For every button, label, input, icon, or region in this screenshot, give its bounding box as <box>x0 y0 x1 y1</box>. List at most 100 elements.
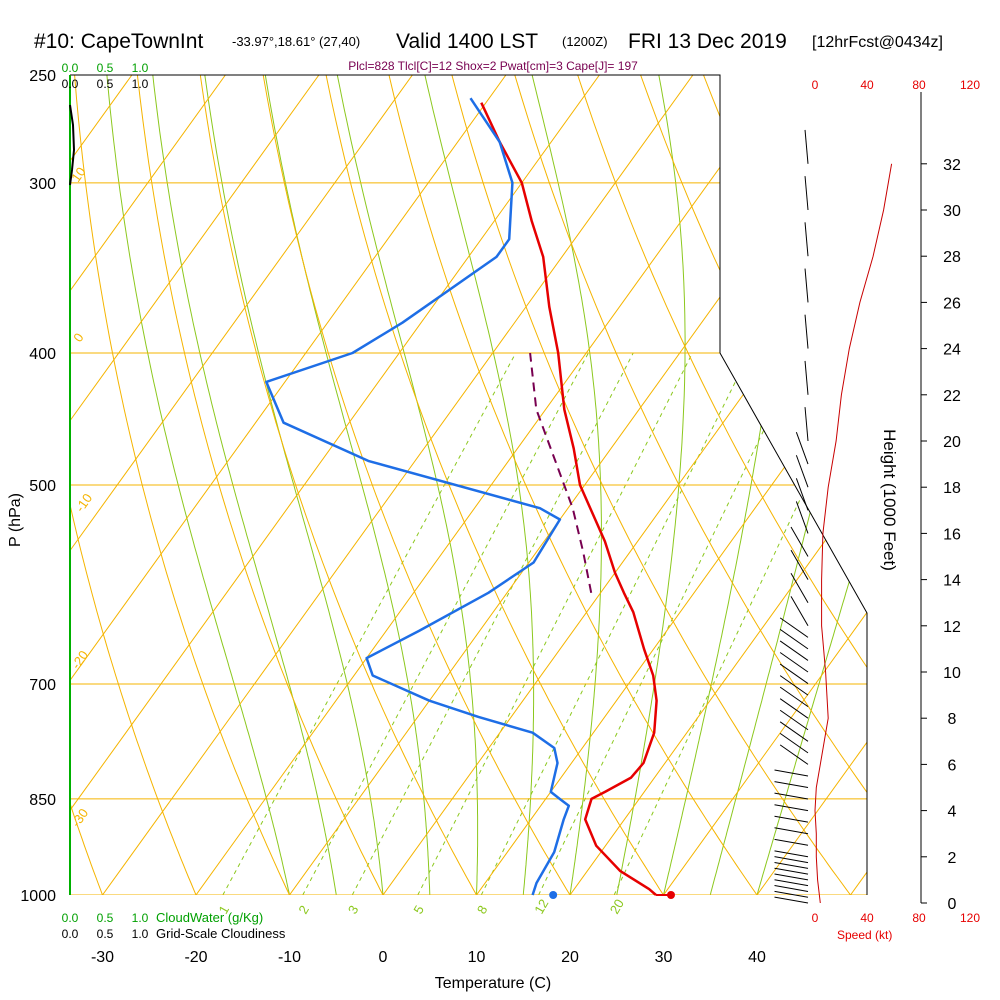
dry-adiabat <box>199 75 477 895</box>
wind-barb <box>804 407 809 442</box>
bottom-scales: 0.0 0.5 1.0 0.0 0.5 1.0 0 40 80 120 <box>62 911 981 941</box>
pressure-tick-label: 250 <box>29 68 56 85</box>
height-tick-label: 4 <box>948 804 957 821</box>
moist-adiabat <box>756 519 867 895</box>
dry-adiabat <box>0 51 9 895</box>
wind-barb <box>790 549 809 580</box>
isotherm <box>70 75 507 682</box>
dry-adiabat <box>451 75 851 895</box>
adiabat-label: 10 <box>68 164 89 184</box>
surface-dewpoint-point <box>549 891 558 899</box>
wind-barb <box>779 617 809 638</box>
surface-temperature-point <box>666 891 675 899</box>
isotherm <box>756 741 867 895</box>
x-tick-label: -30 <box>91 949 114 966</box>
bottom-speed-tick: 0 <box>812 911 819 925</box>
isotherm <box>663 611 867 895</box>
wind-barb <box>774 827 809 835</box>
wind-barb <box>774 850 809 858</box>
station-title: #10: CapeTownInt <box>34 30 203 53</box>
bottom-cloudiness-tick: 0.0 <box>62 927 79 941</box>
isotherm <box>70 75 600 812</box>
isotherm <box>850 871 867 895</box>
x-tick-label: 30 <box>655 949 673 966</box>
isotherm <box>102 75 694 895</box>
height-tick-label: 22 <box>943 388 961 405</box>
isotherm <box>70 75 320 422</box>
moist-adiabat <box>106 75 290 895</box>
mixing-ratio-line <box>417 352 693 895</box>
temperature-line <box>480 102 658 896</box>
x-tick-label: 40 <box>748 949 766 966</box>
zulu-time: (1200Z) <box>562 34 608 49</box>
top-cloudiness-tick: 0.0 <box>62 77 79 91</box>
wind-barb <box>795 431 809 465</box>
adiabat-label: -10 <box>72 491 95 515</box>
height-tick-label: 16 <box>943 526 961 543</box>
adiabat-label: 0 <box>70 330 86 345</box>
wind-speed-line <box>814 163 893 904</box>
wind-barb <box>774 815 809 823</box>
wind-barb <box>795 455 809 488</box>
top-speed-tick: 120 <box>960 78 980 92</box>
wind-barb <box>774 890 809 898</box>
wind-barb <box>795 501 809 534</box>
top-cloudiness-tick: 1.0 <box>132 77 149 91</box>
height-tick-label: 2 <box>948 850 957 867</box>
wind-barb <box>790 526 809 557</box>
wind-barb <box>774 804 809 812</box>
mixing-ratio-label: 20 <box>607 896 627 916</box>
wind-barb <box>774 861 809 869</box>
top-speed-tick: 40 <box>860 78 874 92</box>
height-tick-label: 28 <box>943 249 961 266</box>
mixing-ratio-line <box>351 352 634 895</box>
mixing-ratio-label: 5 <box>410 903 427 917</box>
speed-label: Speed (kt) <box>837 928 892 942</box>
sounding-series <box>265 97 675 899</box>
x-tick-label: 20 <box>561 949 579 966</box>
upper-right-mask <box>720 75 867 613</box>
wind-barb <box>774 792 809 800</box>
wind-barb <box>779 628 809 650</box>
x-tick-label: 10 <box>468 949 486 966</box>
moist-adiabat <box>204 75 384 895</box>
forecast-label: [12hrFcst@0434z] <box>812 34 943 51</box>
wind-barb <box>774 896 809 904</box>
station-coords: -33.97°,18.61° (27,40) <box>232 34 360 49</box>
valid-time: Valid 1400 LST <box>396 30 538 53</box>
moist-adiabat <box>616 75 686 895</box>
wind-barb <box>779 640 809 661</box>
wind-barb <box>804 176 809 211</box>
wind-barb <box>774 781 809 788</box>
dewpoint-line <box>265 97 571 896</box>
wind-barb <box>774 856 809 864</box>
wind-barb <box>779 732 809 754</box>
plot-frame <box>70 74 868 895</box>
height-tick-label: 14 <box>943 573 961 590</box>
isotherm-lines <box>70 75 867 895</box>
top-speed-tick: 0 <box>812 78 819 92</box>
wind-barb <box>774 867 809 875</box>
bottom-cloud-water-tick: 0.0 <box>62 911 79 925</box>
x-tick-label: 0 <box>379 949 388 966</box>
bottom-cloud-water-tick: 0.5 <box>97 911 114 925</box>
dry-adiabat <box>325 75 664 895</box>
dry-adiabat <box>70 502 197 895</box>
parcel-line <box>529 352 593 593</box>
isotherm <box>382 221 867 895</box>
mixing-ratio-line <box>222 352 517 895</box>
wind-barb <box>779 744 809 765</box>
wind-barb <box>790 573 809 603</box>
dry-adiabat <box>388 75 758 895</box>
wind-barb <box>774 838 809 846</box>
dry-adiabat <box>70 801 103 895</box>
top-cloud-water-tick: 0.5 <box>97 61 114 75</box>
dry-adiabat <box>514 75 867 794</box>
cloud-water-label: CloudWater (g/Kg) <box>156 910 263 925</box>
moist-adiabat <box>264 75 431 895</box>
wind-barb <box>774 769 809 777</box>
wind-barb <box>779 686 809 708</box>
wind-barb <box>779 698 809 719</box>
